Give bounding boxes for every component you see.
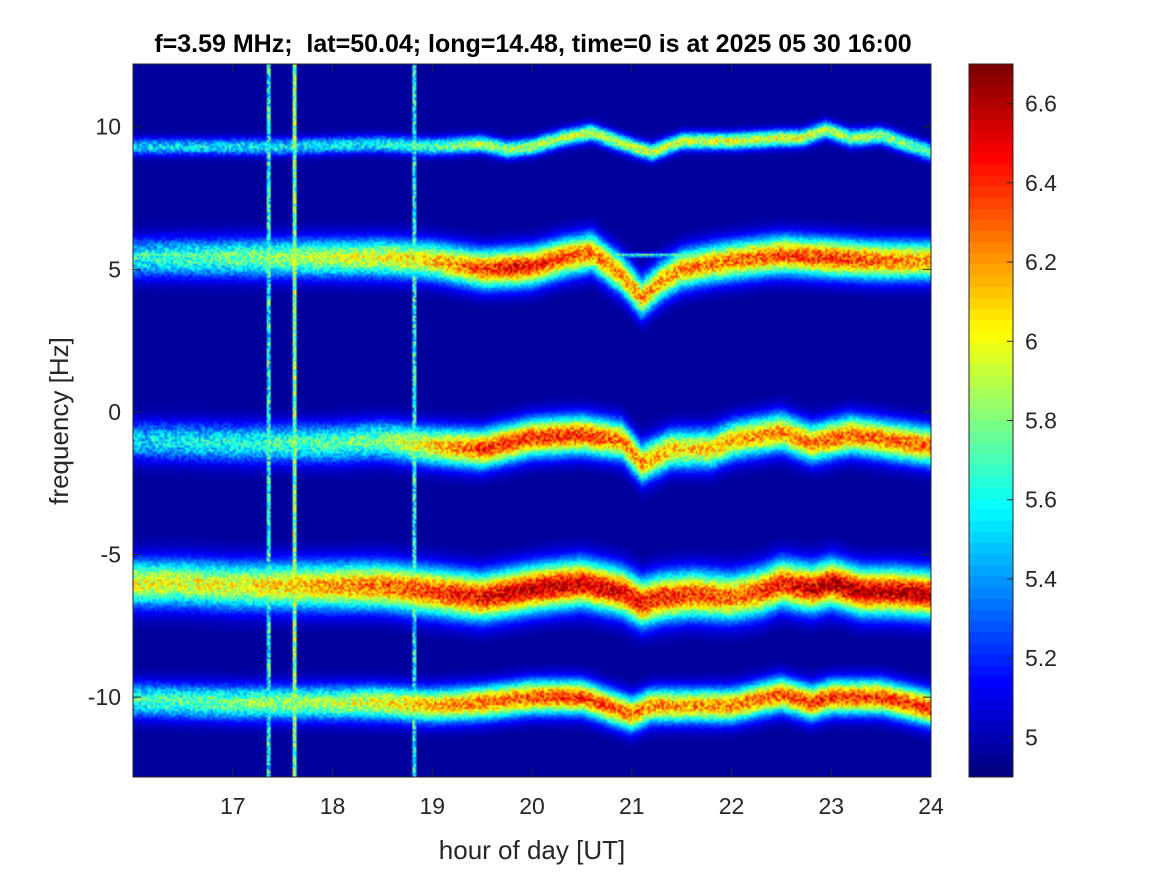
y-tick-label: -10 bbox=[88, 684, 121, 710]
colorbar-ticks: 6.6 6.4 6.2 6 5.8 5.6 5.4 5.2 5 bbox=[1007, 91, 1057, 750]
x-tick-label: 22 bbox=[719, 793, 745, 819]
colorbar: 6.6 6.4 6.2 6 5.8 5.6 5.4 5.2 5 bbox=[968, 63, 1057, 778]
chart-title: f=3.59 MHz; lat=50.04; long=14.48, time=… bbox=[154, 30, 911, 58]
colorbar-tick-label: 5.6 bbox=[1025, 487, 1057, 513]
colorbar-tick-label: 5.2 bbox=[1025, 645, 1057, 671]
colorbar-tick-label: 5.4 bbox=[1025, 566, 1057, 592]
heatmap-image bbox=[133, 64, 931, 777]
x-axis-label: hour of day [UT] bbox=[439, 835, 625, 865]
y-tick-label: 5 bbox=[108, 256, 121, 282]
x-tick-label: 24 bbox=[918, 793, 944, 819]
x-tick-label: 21 bbox=[619, 793, 645, 819]
colorbar-tick-label: 5.8 bbox=[1025, 408, 1057, 434]
plot-area bbox=[132, 63, 932, 778]
x-tick-label: 18 bbox=[320, 793, 346, 819]
y-tick-label: -5 bbox=[101, 542, 121, 568]
x-tick-label: 23 bbox=[818, 793, 844, 819]
x-tick-label: 17 bbox=[220, 793, 246, 819]
y-tick-label: 10 bbox=[95, 114, 121, 140]
y-axis-label: frequency [Hz] bbox=[44, 337, 74, 505]
y-axis: 10 5 0 -5 -10 bbox=[88, 114, 931, 710]
colorbar-gradient bbox=[969, 64, 1013, 777]
x-tick-label: 19 bbox=[419, 793, 445, 819]
x-tick-label: 20 bbox=[519, 793, 545, 819]
colorbar-tick-label: 6 bbox=[1025, 328, 1038, 354]
colorbar-tick-label: 6.4 bbox=[1025, 170, 1057, 196]
colorbar-tick-label: 6.6 bbox=[1025, 91, 1057, 117]
colorbar-tick-label: 6.2 bbox=[1025, 249, 1057, 275]
x-axis: 17 18 19 20 21 22 23 24 bbox=[220, 64, 944, 819]
y-tick-label: 0 bbox=[108, 399, 121, 425]
colorbar-tick-label: 5 bbox=[1025, 724, 1038, 750]
